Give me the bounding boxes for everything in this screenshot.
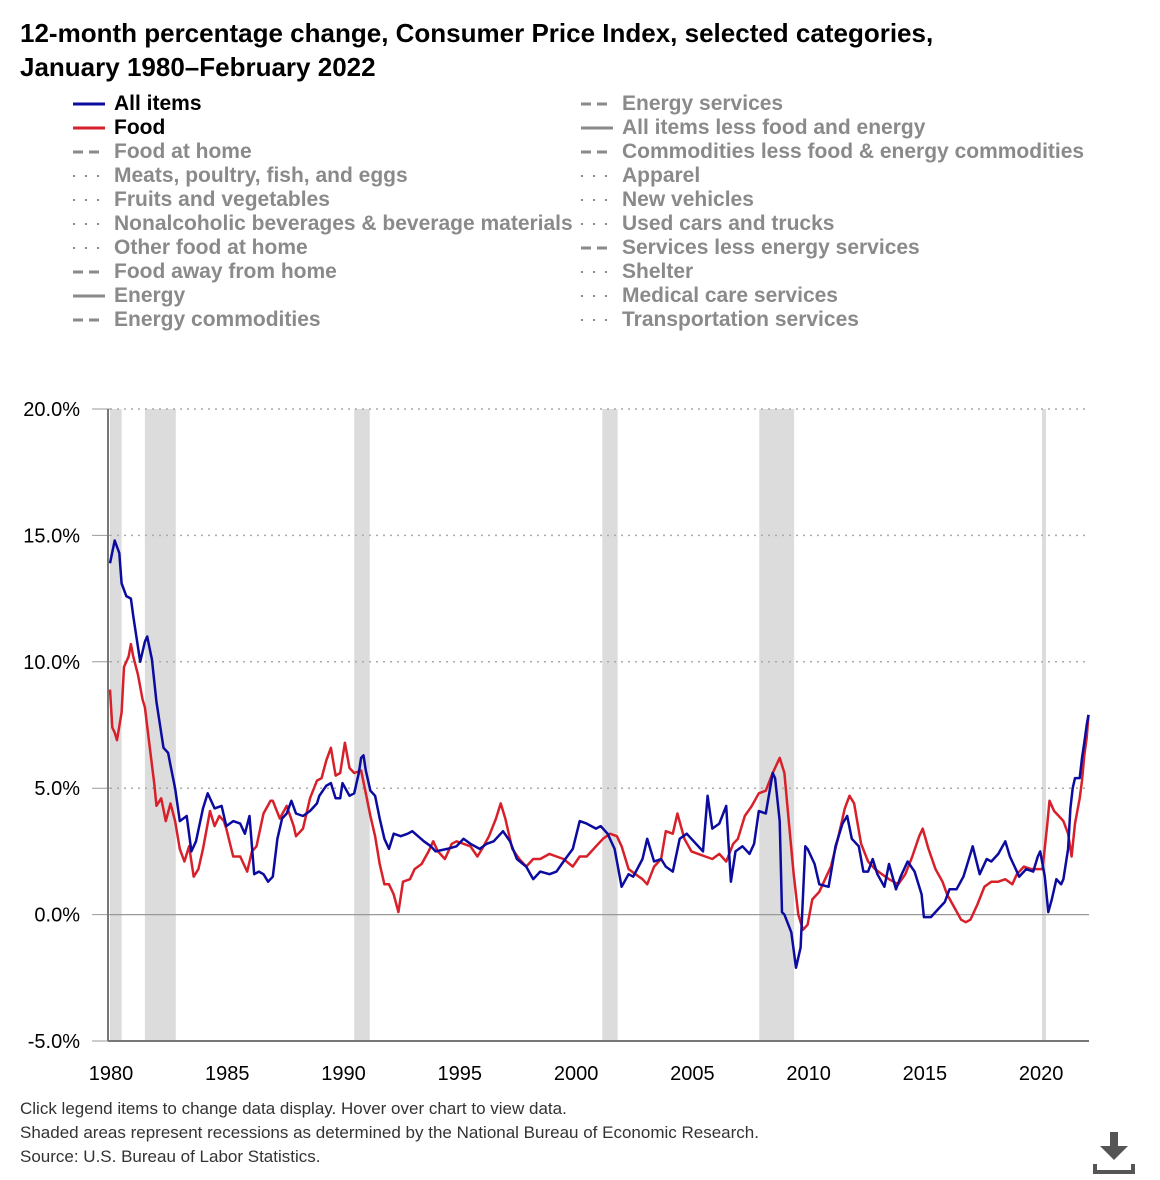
legend-swatch-dashed-icon <box>581 102 613 106</box>
legend-left-column: All items Food Food at home Meats, poultry,… <box>72 92 573 332</box>
legend-item[interactable]: Energy <box>72 284 573 308</box>
legend-label: Other food at home <box>114 236 308 259</box>
legend-swatch-dashed-icon <box>581 150 613 154</box>
recession-band <box>354 409 370 1041</box>
note-instructions: Click legend items to change data displa… <box>20 1099 567 1118</box>
legend-label: Food at home <box>114 140 252 163</box>
legend-swatch-dotted-icon <box>73 175 105 177</box>
legend-swatch-dashed-icon <box>73 150 105 154</box>
x-tick-label: 1985 <box>205 1063 250 1085</box>
x-tick-label: 1990 <box>321 1063 366 1085</box>
legend-swatch-dotted-icon <box>73 223 105 225</box>
legend-swatch-solid-icon <box>73 126 105 130</box>
legend-item[interactable]: Food <box>72 116 573 140</box>
legend-item[interactable]: Transportation services <box>580 308 1084 332</box>
line-chart[interactable]: -5.0% 0.0% 5.0% 10.0% 15.0% 20.0% 1980 1985 1990… <box>0 390 1160 1090</box>
x-tick-label: 2005 <box>670 1063 715 1085</box>
legend-item[interactable]: All items less food and energy <box>580 116 1084 140</box>
x-tick-label: 1980 <box>89 1063 134 1085</box>
legend-item[interactable]: Energy services <box>580 92 1084 116</box>
recession-band <box>602 409 618 1041</box>
title-line-1: 12-month percentage change, Consumer Pri… <box>20 18 934 48</box>
legend-item[interactable]: Shelter <box>580 260 1084 284</box>
legend-item[interactable]: Meats, poultry, fish, and eggs <box>72 164 573 188</box>
legend-item[interactable]: Fruits and vegetables <box>72 188 573 212</box>
legend-label: Medical care services <box>622 284 838 307</box>
series-line-food[interactable] <box>108 642 1090 932</box>
legend-label: Energy <box>114 284 186 307</box>
legend-label: Used cars and trucks <box>622 212 835 235</box>
legend-swatch-dotted-icon <box>581 319 613 321</box>
legend-item[interactable]: Apparel <box>580 164 1084 188</box>
legend-item[interactable]: New vehicles <box>580 188 1084 212</box>
recession-band <box>110 409 122 1041</box>
legend-item[interactable]: Used cars and trucks <box>580 212 1084 236</box>
legend-label: Nonalcoholic beverages & beverage materi… <box>114 212 573 235</box>
note-recessions: Shaded areas represent recessions as det… <box>20 1123 759 1142</box>
legend-swatch-dotted-icon <box>73 199 105 201</box>
y-tick-label: 5.0% <box>34 778 80 800</box>
chart-title: 12-month percentage change, Consumer Pri… <box>20 16 1120 84</box>
y-tick-label: -5.0% <box>28 1031 80 1053</box>
legend-swatch-solid-icon <box>73 102 105 106</box>
y-tick-label: 0.0% <box>34 905 80 927</box>
x-tick-label: 2000 <box>554 1063 599 1085</box>
recession-band <box>1042 409 1046 1041</box>
legend-swatch-solid-icon <box>73 294 105 298</box>
legend-label: Commodities less food & energy commoditi… <box>622 140 1085 163</box>
x-tick-label: 1995 <box>438 1063 483 1085</box>
note-source: Source: U.S. Bureau of Labor Statistics. <box>20 1147 321 1166</box>
legend-label: Fruits and vegetables <box>114 188 330 211</box>
y-tick-label: 15.0% <box>23 525 80 547</box>
legend-swatch-dotted-icon <box>581 199 613 201</box>
title-line-2: January 1980–February 2022 <box>20 52 376 82</box>
legend-label: Energy services <box>622 92 784 115</box>
legend-item[interactable]: Food away from home <box>72 260 573 284</box>
legend-item[interactable]: Nonalcoholic beverages & beverage materi… <box>72 212 573 236</box>
legend-swatch-dashed-icon <box>73 318 105 322</box>
legend-item[interactable]: Food at home <box>72 140 573 164</box>
legend-item[interactable]: Commodities less food & energy commoditi… <box>580 140 1084 164</box>
x-tick-label: 2015 <box>903 1063 948 1085</box>
legend-swatch-dotted-icon <box>581 295 613 297</box>
legend-swatch-dashed-icon <box>73 270 105 274</box>
download-icon[interactable] <box>1092 1130 1136 1176</box>
legend-item[interactable]: All items <box>72 92 573 116</box>
legend-item[interactable]: Medical care services <box>580 284 1084 308</box>
legend-label: Apparel <box>622 164 701 187</box>
legend-label: Energy commodities <box>114 308 321 331</box>
y-tick-label: 20.0% <box>23 399 80 421</box>
y-tick-label: 10.0% <box>23 652 80 674</box>
legend-swatch-dotted-icon <box>581 223 613 225</box>
legend-label: All items <box>114 92 202 115</box>
legend-swatch-solid-icon <box>581 126 613 130</box>
legend-swatch-dotted-icon <box>581 175 613 177</box>
legend-label: Transportation services <box>622 308 859 331</box>
legend-label: Food <box>114 116 166 139</box>
legend-label: Meats, poultry, fish, and eggs <box>114 164 408 187</box>
legend-label: Services less energy services <box>622 236 920 259</box>
recession-band <box>759 409 795 1041</box>
legend-swatch-dotted-icon <box>73 247 105 249</box>
legend-item[interactable]: Services less energy services <box>580 236 1084 260</box>
legend-swatch-dotted-icon <box>581 271 613 273</box>
legend-label: All items less food and energy <box>622 116 926 139</box>
x-tick-label: 2020 <box>1019 1063 1064 1085</box>
chart-notes: Click legend items to change data displa… <box>20 1097 759 1169</box>
x-tick-label: 2010 <box>786 1063 831 1085</box>
legend-swatch-dashed-icon <box>581 246 613 250</box>
legend-item[interactable]: Energy commodities <box>72 308 573 332</box>
legend-label: Food away from home <box>114 260 337 283</box>
legend-right-column: Energy services All items less food and e… <box>580 92 1084 332</box>
legend-label: New vehicles <box>622 188 754 211</box>
legend-label: Shelter <box>622 260 694 283</box>
legend-item[interactable]: Other food at home <box>72 236 573 260</box>
series-line-all-items[interactable] <box>108 539 1090 969</box>
